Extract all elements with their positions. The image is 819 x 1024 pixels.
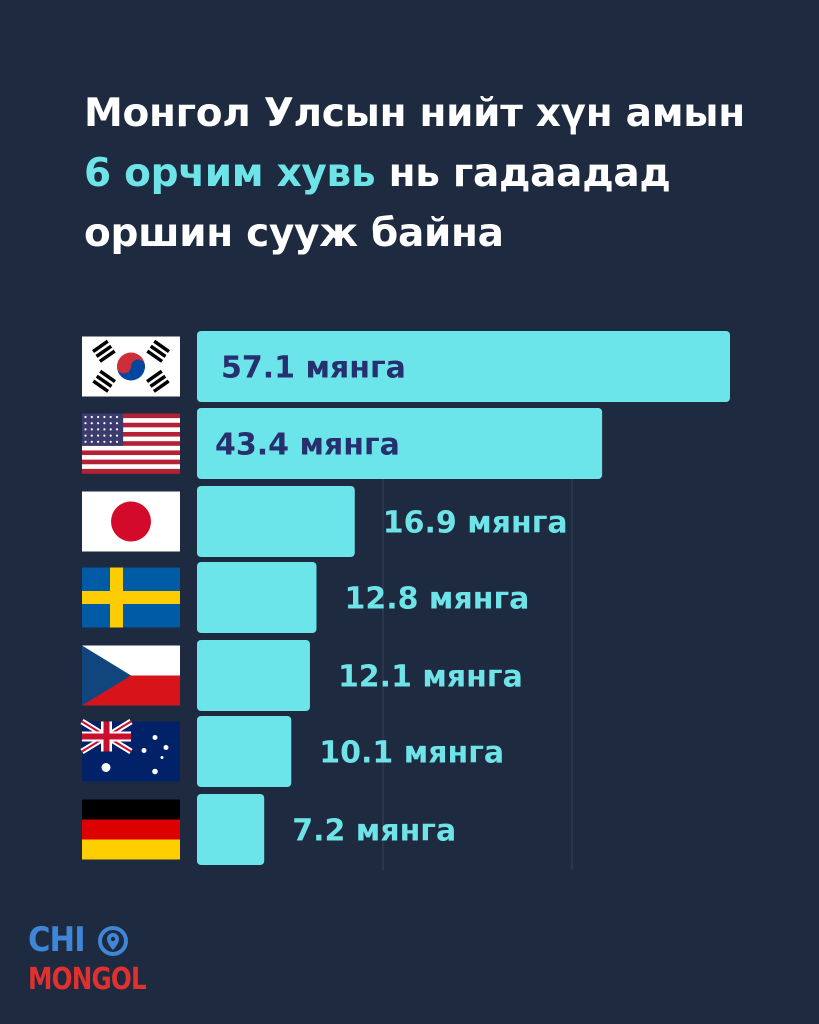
bar-south-korea	[197, 331, 730, 402]
japan-flag	[82, 491, 180, 552]
bar-value-label: 10.1 мянга	[319, 736, 504, 771]
bar-czech	[197, 640, 310, 711]
location-pin-icon	[98, 926, 128, 956]
headline-line-3: оршин сууж байна	[84, 211, 504, 256]
bar-value-label: 16.9 мянга	[383, 506, 568, 541]
bar-sweden	[197, 562, 317, 633]
sweden-flag	[82, 567, 180, 628]
headline-highlight: 6 орчим хувь	[84, 151, 376, 196]
logo-text-bottom: MONGOL	[28, 962, 147, 997]
bar-value-label: 57.1 мянга	[221, 351, 406, 386]
headline-line-2-rest: нь гадаадад	[375, 151, 671, 196]
headline: Монгол Улсын нийт хүн амын 6 орчим хувь …	[84, 84, 784, 264]
bar-japan	[197, 486, 355, 557]
czech-flag	[82, 645, 180, 706]
chimongol-logo: CHI MONGOL	[28, 920, 148, 1010]
usa-flag	[82, 413, 180, 474]
germany-flag	[82, 799, 180, 860]
bar-australia	[197, 716, 292, 787]
bar-value-label: 43.4 мянга	[215, 428, 400, 463]
south-korea-flag	[82, 336, 180, 397]
bar-value-label: 7.2 мянга	[292, 814, 456, 849]
headline-line-2: 6 орчим хувь нь гадаадад	[84, 144, 784, 204]
australia-flag	[80, 718, 180, 782]
bar-value-label: 12.1 мянга	[338, 660, 523, 695]
bar-usa	[197, 408, 603, 479]
headline-line-1: Монгол Улсын нийт хүн амын	[84, 91, 745, 136]
bar-value-label: 12.8 мянга	[344, 582, 529, 617]
logo-text-top: CHI	[28, 920, 86, 960]
bar-germany	[197, 794, 265, 865]
